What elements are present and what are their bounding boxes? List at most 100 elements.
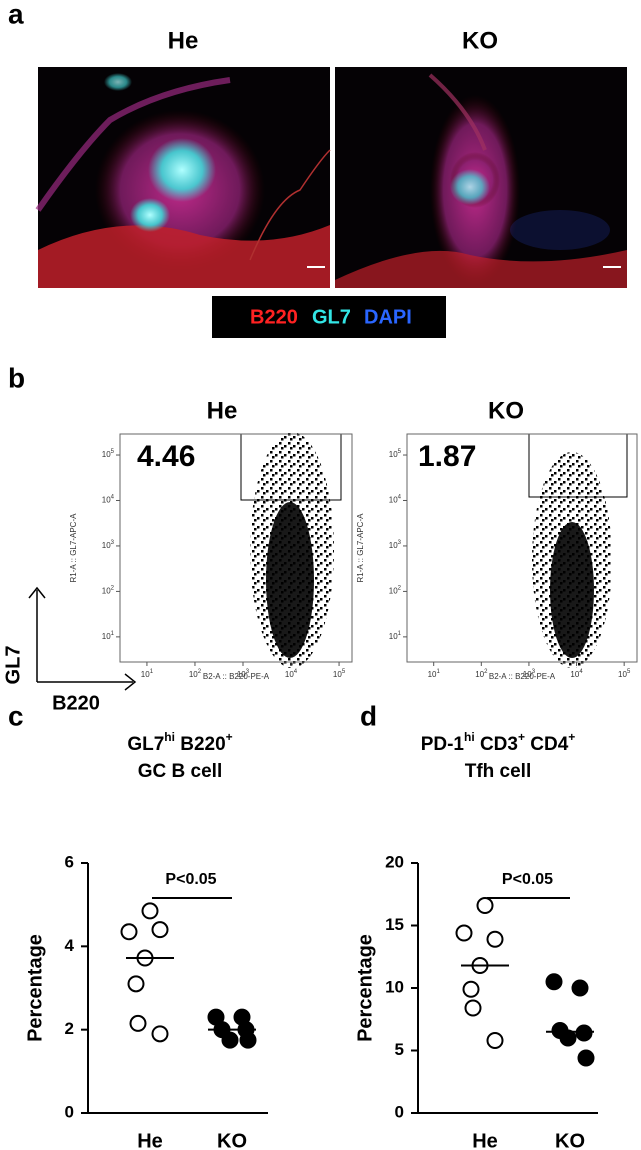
tick-exponent: 3 [532, 669, 536, 675]
data-point [239, 1031, 257, 1049]
arrow-head [124, 673, 137, 691]
tick-label: 103 [389, 540, 402, 551]
sample-label: KO [462, 27, 498, 54]
data-point [575, 1024, 593, 1042]
tick-label: 102 [389, 585, 402, 596]
tick-exponent: 1 [111, 630, 115, 636]
tick-label: 105 [333, 669, 346, 680]
sample-label: He [207, 397, 238, 424]
y-tick-label: 10 [385, 977, 404, 996]
tick-base: 10 [189, 670, 198, 679]
panel-letter: c [8, 700, 24, 731]
gate-percent: 1.87 [418, 440, 476, 473]
title-superscript: + [518, 730, 525, 744]
data-point [486, 930, 504, 948]
tick-exponent: 4 [111, 494, 115, 500]
tick-label: 101 [428, 669, 441, 680]
title-superscript: hi [464, 730, 475, 744]
data-point [464, 999, 482, 1017]
axis-arrow-label: GL7 [2, 646, 24, 685]
arrow-head [28, 586, 46, 599]
chart-title: PD-1hi CD3+ CD4+ [421, 730, 576, 755]
tick-label: 104 [102, 494, 115, 505]
data-point [120, 923, 138, 941]
x-axis-label: B2-A :: B220-PE-A [489, 672, 556, 681]
data-point [545, 973, 563, 991]
tick-exponent: 3 [246, 669, 250, 675]
tick-exponent: 5 [627, 669, 631, 675]
tick-label: 102 [189, 669, 202, 680]
tick-exponent: 2 [398, 585, 402, 591]
y-tick-label: 5 [395, 1040, 404, 1059]
tick-exponent: 2 [198, 669, 202, 675]
tick-base: 10 [428, 670, 437, 679]
tick-exponent: 1 [150, 669, 154, 675]
data-point [141, 902, 159, 920]
axis-arrow-label: B220 [52, 692, 100, 714]
data-point [127, 975, 145, 993]
tick-base: 10 [102, 632, 111, 641]
micrograph [35, 67, 331, 288]
title-superscript: + [226, 730, 233, 744]
tick-label: 104 [570, 669, 583, 680]
panel-letter: b [8, 362, 25, 393]
y-tick-label: 15 [385, 915, 404, 934]
tick-label: 102 [475, 669, 488, 680]
data-point [462, 980, 480, 998]
title-text: PD-1 [421, 734, 465, 755]
tick-exponent: 5 [342, 669, 346, 675]
tick-label: 104 [389, 494, 402, 505]
x-tick-label: He [472, 1130, 498, 1150]
tick-exponent: 2 [111, 585, 115, 591]
tick-label: 103 [523, 669, 536, 680]
tick-base: 10 [523, 670, 532, 679]
tick-base: 10 [389, 496, 398, 505]
chart-subtitle: GC B cell [138, 761, 222, 782]
stain-legend-box [212, 296, 446, 338]
y-tick-label: 4 [65, 936, 75, 955]
tick-base: 10 [102, 541, 111, 550]
x-tick-label: KO [555, 1130, 585, 1150]
panel-letter: d [360, 700, 377, 731]
tick-label: 103 [102, 540, 115, 551]
tick-exponent: 2 [484, 669, 488, 675]
data-point [577, 1049, 595, 1067]
event-cloud [532, 452, 612, 668]
data-point [221, 1031, 239, 1049]
tick-exponent: 5 [398, 449, 402, 455]
micrograph [335, 67, 627, 288]
sample-label: He [168, 27, 199, 54]
y-axis-label: R1-A :: GL7-APC-A [69, 513, 78, 583]
tick-base: 10 [102, 450, 111, 459]
tick-base: 10 [141, 670, 150, 679]
event-cloud [250, 432, 334, 668]
gate-percent: 4.46 [137, 440, 195, 473]
tick-label: 101 [389, 630, 402, 641]
stain-label: DAPI [364, 306, 412, 328]
annotation: P<0.05 [165, 871, 216, 888]
title-text: B220 [175, 734, 226, 755]
data-point [486, 1032, 504, 1049]
tick-base: 10 [285, 670, 294, 679]
y-tick-label: 2 [65, 1019, 74, 1038]
title-superscript: hi [164, 730, 175, 744]
tick-exponent: 3 [398, 540, 402, 546]
tick-label: 101 [102, 630, 115, 641]
tick-base: 10 [389, 541, 398, 550]
plot-frame [406, 433, 638, 663]
tick-exponent: 4 [398, 494, 402, 500]
tick-label: 105 [618, 669, 631, 680]
tick-exponent: 4 [294, 669, 298, 675]
sample-label: KO [488, 397, 524, 424]
tick-base: 10 [475, 670, 484, 679]
tick-exponent: 1 [398, 630, 402, 636]
tick-label: 101 [141, 669, 154, 680]
y-tick-label: 0 [65, 1102, 74, 1121]
annotation: P<0.05 [502, 871, 553, 888]
tick-base: 10 [389, 450, 398, 459]
tick-exponent: 3 [111, 540, 115, 546]
y-axis-label: R1-A :: GL7-APC-A [356, 513, 365, 583]
tick-exponent: 5 [111, 449, 115, 455]
stain-label: B220 [250, 306, 298, 328]
